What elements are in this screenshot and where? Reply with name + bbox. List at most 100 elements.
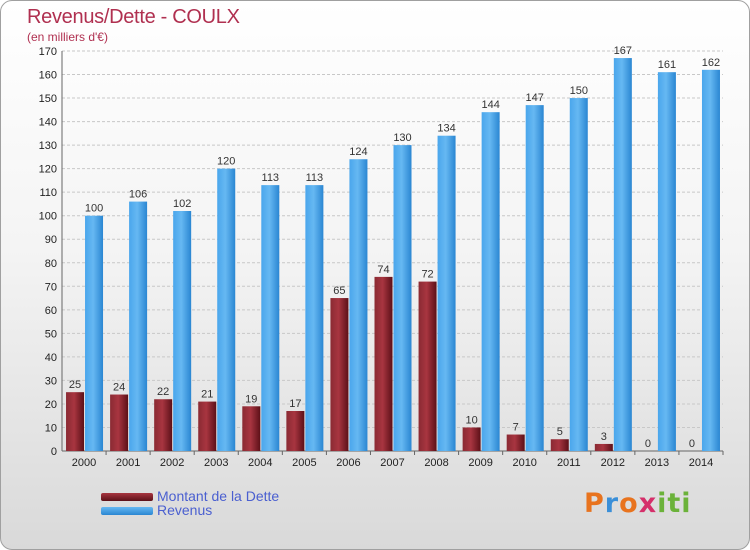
y-tick-label: 70: [45, 281, 57, 293]
debt-bar: [242, 406, 261, 451]
debt-value-label: 0: [689, 438, 695, 450]
debt-value-label: 22: [157, 386, 169, 398]
legend-revenue-swatch: [101, 507, 153, 515]
y-tick-label: 20: [45, 399, 57, 411]
debt-bar: [66, 392, 85, 451]
revenue-bar: [305, 185, 324, 451]
revenue-bar: [701, 69, 720, 451]
debt-bar: [110, 394, 129, 451]
y-tick-label: 160: [39, 70, 57, 82]
revenue-value-label: 120: [217, 156, 235, 168]
grid-layer: [62, 50, 723, 452]
y-tick-label: 170: [39, 46, 57, 58]
revenue-bar: [173, 211, 192, 451]
revenue-bar: [437, 135, 456, 452]
x-tick-label: 2004: [248, 457, 272, 469]
x-tick-label: 2011: [557, 457, 581, 469]
revenue-value-label: 161: [658, 59, 676, 71]
x-tick-label: 2012: [601, 457, 625, 469]
debt-value-label: 17: [289, 398, 301, 410]
x-tick-label: 2010: [512, 457, 536, 469]
x-tick-label: 2008: [424, 457, 448, 469]
revenue-bar: [613, 58, 632, 451]
revenue-value-label: 113: [306, 172, 324, 184]
revenue-value-label: 150: [570, 85, 588, 97]
proxiti-logo: Proxiti: [584, 488, 692, 519]
revenue-bar: [129, 201, 148, 451]
debt-bar: [198, 401, 217, 451]
y-tick-label: 130: [39, 140, 57, 152]
legend-revenue-label: Revenus: [157, 502, 213, 518]
chart-subtitle: (en milliers d'€): [27, 30, 108, 44]
x-tick-label: 2007: [380, 457, 404, 469]
x-tick-label: 2005: [292, 457, 316, 469]
revenue-bar: [85, 215, 104, 451]
revenue-bar: [261, 185, 280, 451]
debt-value-label: 3: [601, 431, 607, 443]
y-tick-label: 40: [45, 352, 57, 364]
x-tick-label: 2006: [336, 457, 360, 469]
y-tick-label: 30: [45, 375, 57, 387]
y-tick-label: 120: [39, 164, 57, 176]
x-tick-label: 2014: [689, 457, 713, 469]
y-tick-label: 50: [45, 328, 57, 340]
revenue-value-label: 144: [481, 99, 499, 111]
revenue-value-label: 147: [526, 92, 544, 104]
x-tick-label: 2013: [645, 457, 669, 469]
revenue-value-label: 102: [173, 198, 191, 210]
x-tick-label: 2000: [72, 457, 96, 469]
revenue-value-label: 106: [129, 189, 147, 201]
debt-value-label: 10: [466, 414, 478, 426]
x-tick-label: 2002: [160, 457, 184, 469]
revenue-bar: [481, 112, 500, 452]
y-tick-label: 60: [45, 305, 57, 317]
y-tick-label: 140: [39, 117, 57, 129]
debt-bar: [330, 298, 349, 451]
revenue-bar: [349, 159, 368, 451]
debt-value-label: 25: [69, 379, 81, 391]
y-tick-label: 110: [39, 187, 57, 199]
chart-title: Revenus/Dette - COULX: [27, 6, 240, 28]
revenue-bar: [217, 168, 236, 451]
debt-bar: [286, 411, 305, 451]
debt-value-label: 21: [201, 389, 213, 401]
revenue-bar: [393, 145, 412, 451]
y-tick-label: 100: [39, 211, 57, 223]
debt-bar: [550, 439, 569, 451]
debt-bar: [506, 434, 525, 451]
revenue-bar: [657, 72, 676, 452]
debt-bar: [418, 281, 437, 451]
revenue-value-label: 124: [349, 146, 367, 158]
y-tick-label: 150: [39, 93, 57, 105]
debt-value-label: 0: [645, 438, 651, 450]
y-tick-label: 90: [45, 234, 57, 246]
revenue-bar: [569, 98, 588, 451]
debt-bar: [462, 427, 481, 451]
revenue-value-label: 113: [262, 172, 280, 184]
data-label-layer: 2510024106221022112019113171136512474130…: [69, 45, 720, 450]
debt-value-label: 7: [513, 422, 519, 434]
debt-value-label: 19: [245, 393, 257, 405]
debt-value-label: 72: [421, 269, 433, 281]
y-tick-label: 10: [45, 422, 57, 434]
revenue-value-label: 130: [393, 132, 411, 144]
revenue-value-label: 100: [85, 203, 103, 215]
x-tick-label: 2009: [468, 457, 492, 469]
y-tick-label: 0: [51, 446, 57, 458]
debt-value-label: 24: [113, 382, 125, 394]
debt-value-label: 5: [557, 426, 563, 438]
bar-layer: [66, 58, 720, 452]
debt-bar: [154, 399, 173, 451]
x-tick-label: 2001: [116, 457, 140, 469]
debt-value-label: 65: [333, 285, 345, 297]
legend-debt-swatch: [101, 493, 153, 501]
y-tick-label: 80: [45, 258, 57, 270]
debt-bar: [374, 276, 393, 451]
revenue-value-label: 134: [437, 123, 455, 135]
revenue-bar: [525, 105, 544, 451]
x-tick-label: 2003: [204, 457, 228, 469]
legend-debt-label: Montant de la Dette: [157, 488, 280, 504]
debt-bar: [594, 443, 613, 451]
